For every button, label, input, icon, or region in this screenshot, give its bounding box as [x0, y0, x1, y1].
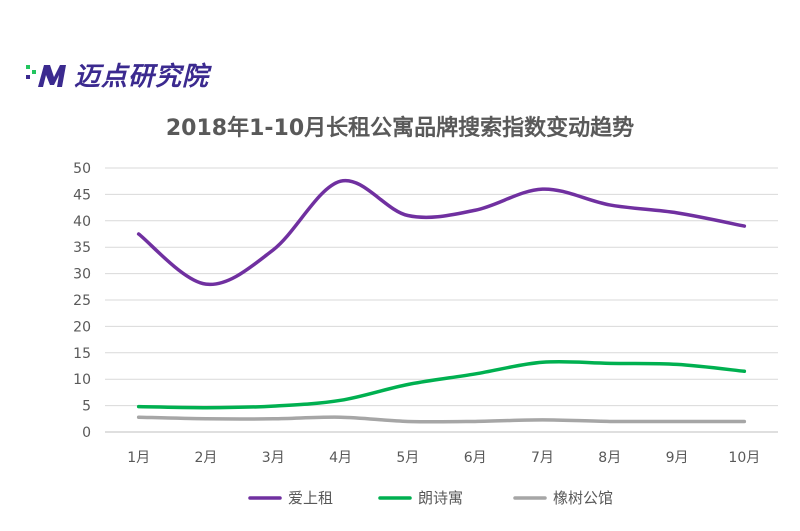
x-tick-label: 5月 — [396, 450, 419, 466]
x-tick-label: 4月 — [329, 450, 352, 466]
x-axis: 1月 2月 3月 4月 5月 6月 7月 8月 9月 10月 — [127, 450, 760, 466]
x-tick-label: 3月 — [262, 450, 285, 466]
chart-series — [136, 178, 747, 424]
x-tick-label: 8月 — [598, 450, 621, 466]
legend-label: 朗诗寓 — [418, 489, 463, 507]
legend-label: 橡树公馆 — [553, 489, 613, 507]
x-tick-label: 6月 — [464, 450, 487, 466]
y-tick-label: 15 — [73, 346, 91, 362]
brand-name: 迈点研究院 — [74, 62, 210, 92]
y-axis: 0 5 10 15 20 25 30 35 40 45 50 — [73, 161, 91, 441]
y-tick-label: 25 — [73, 293, 91, 309]
y-tick-label: 50 — [73, 161, 91, 177]
chart-legend: 爱上租 朗诗寓 橡树公馆 — [248, 489, 613, 507]
chart-grid — [105, 167, 778, 433]
y-tick-label: 10 — [73, 372, 91, 388]
series-line-1 — [136, 178, 747, 286]
brand-logo-icon — [26, 64, 66, 87]
x-tick-label: 9月 — [666, 450, 689, 466]
y-tick-label: 0 — [82, 425, 91, 441]
x-tick-label: 1月 — [127, 450, 150, 466]
legend-label: 爱上租 — [288, 489, 333, 507]
series-line-3 — [136, 415, 747, 424]
x-tick-label: 7月 — [531, 450, 554, 466]
y-tick-label: 20 — [73, 319, 91, 335]
chart-title: 2018年1-10月长租公寓品牌搜索指数变动趋势 — [165, 116, 635, 141]
series-line-2 — [136, 359, 747, 410]
y-tick-label: 30 — [73, 267, 91, 283]
brand-logo: 迈点研究院 — [24, 56, 209, 93]
x-tick-label: 2月 — [194, 450, 217, 466]
y-tick-label: 35 — [73, 240, 91, 256]
x-tick-label: 10月 — [728, 450, 760, 466]
y-tick-label: 45 — [73, 187, 91, 203]
y-tick-label: 5 — [82, 399, 91, 415]
y-tick-label: 40 — [73, 214, 91, 230]
